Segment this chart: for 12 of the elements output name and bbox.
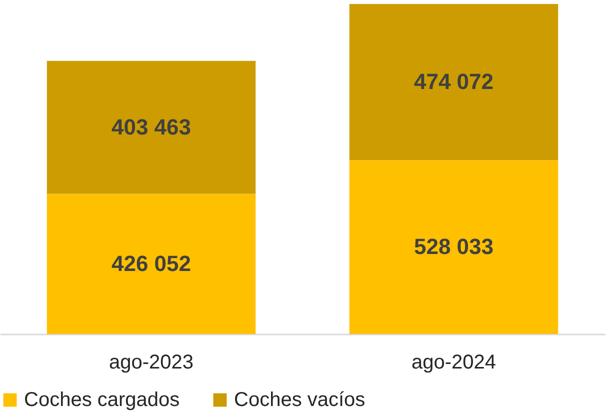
data-label: 426 052 bbox=[111, 250, 192, 276]
data-label: 528 033 bbox=[414, 234, 494, 260]
bar bbox=[46, 60, 256, 194]
data-label: 403 463 bbox=[111, 114, 192, 140]
data-label: 474 072 bbox=[414, 69, 494, 94]
x-tick-label: ago-2024 bbox=[411, 352, 496, 374]
bar bbox=[349, 160, 558, 334]
legend-label: Coches cargados bbox=[24, 389, 180, 411]
legend-label: Coches vacíos bbox=[234, 389, 366, 411]
x-tick-label: ago-2023 bbox=[108, 352, 194, 374]
bar bbox=[46, 194, 256, 334]
bar bbox=[349, 4, 558, 160]
